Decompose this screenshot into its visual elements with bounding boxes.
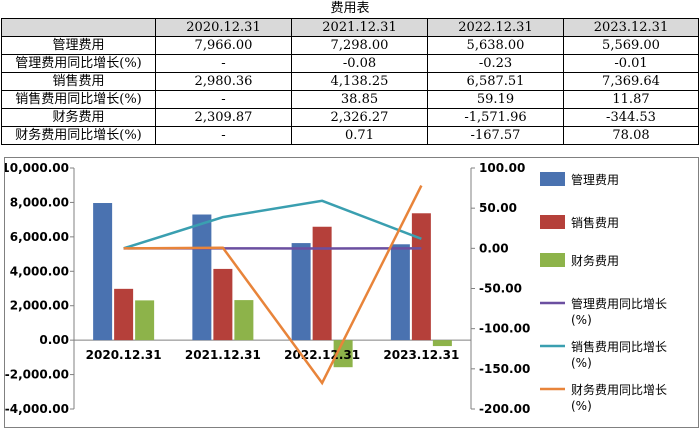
row-label: 财务费用 (1, 108, 156, 127)
legend-label-6: (%) (571, 399, 592, 413)
row-label: 销售费用 (1, 72, 156, 91)
x-axis-category-label: 2021.12.31 (185, 348, 261, 362)
legend-label-2: 销售费用 (571, 215, 619, 230)
left-axis-tick-label: 2,000.00 (10, 299, 69, 313)
legend-label-5: (%) (571, 356, 592, 370)
table-cell: 4,138.25 (291, 72, 428, 91)
bar-1-4 (390, 244, 410, 341)
header-cell (1, 18, 156, 37)
table-cell: - (155, 126, 292, 145)
table-row: 管理费用同比增长(%) - -0.08 -0.23 -0.01 (1, 54, 699, 73)
header-cell: 2023.12.31 (563, 18, 699, 37)
bar-3-4 (432, 340, 452, 347)
row-label: 财务费用同比增长(%) (1, 126, 156, 145)
x-axis-category-label: 2022.12.31 (284, 348, 360, 362)
table-row: 管理费用 7,966.00 7,298.00 5,638.00 5,569.00 (1, 36, 699, 55)
left-axis-tick-label: 8,000.00 (10, 195, 69, 209)
bar-1-1 (93, 203, 113, 341)
right-axis-tick-label: -100.00 (479, 322, 530, 336)
table-cell: 59.19 (427, 90, 564, 109)
bar-3-3 (333, 340, 353, 368)
legend-swatch-2 (540, 215, 565, 229)
right-axis-tick-label: -150.00 (479, 362, 530, 376)
table-cell: -0.23 (427, 54, 564, 73)
right-axis-tick-label: -200.00 (479, 402, 530, 416)
expense-chart: 10,000.00 8,000.00 6,000.00 4,000.00 2,000.0… (4, 157, 699, 428)
line-series-3 (123, 185, 423, 386)
right-axis-tick-label: 100.00 (479, 161, 525, 175)
header-cell: 2021.12.31 (291, 18, 428, 37)
table-cell: 6,587.51 (427, 72, 564, 91)
legend-label-4: 管理费用同比增长 (571, 296, 667, 311)
table-caption: 费用表 (330, 1, 370, 16)
table-cell: 2,309.87 (155, 108, 292, 127)
bar-3-2 (234, 300, 254, 341)
legend-label-4: (%) (571, 313, 592, 327)
legend-label-3: 财务费用 (571, 253, 619, 268)
table-cell: - (155, 90, 292, 109)
table-cell: 7,298.00 (291, 36, 428, 55)
row-label: 管理费用 (1, 36, 156, 55)
header-cell: 2020.12.31 (155, 18, 292, 37)
table-cell: 7,369.64 (563, 72, 699, 91)
right-axis-tick-label: -50.00 (479, 282, 522, 296)
table-cell: -0.08 (291, 54, 428, 73)
table-cell: -344.53 (563, 108, 699, 127)
line-series-2 (123, 199, 422, 250)
table-cell: 5,569.00 (563, 36, 699, 55)
legend-label-6: 财务费用同比增长 (571, 382, 667, 397)
table-cell: 11.87 (563, 90, 699, 109)
bar-2-3 (312, 226, 332, 341)
left-axis-tick-label: 0.00 (39, 333, 69, 347)
table-cell: -1,571.96 (427, 108, 564, 127)
bar-1-2 (192, 214, 212, 341)
table-cell: - (155, 54, 292, 73)
chart-canvas: 10,000.00 8,000.00 6,000.00 4,000.00 2,000.0… (5, 161, 667, 416)
table-cell: 5,638.00 (427, 36, 564, 55)
left-axis-tick-label: -4,000.00 (5, 402, 69, 416)
table-cell: 78.08 (563, 126, 699, 145)
table-row: 销售费用 2,980.36 4,138.25 6,587.51 7,369.64 (1, 72, 699, 91)
table-header-row: 2020.12.31 2021.12.31 2022.12.31 2023.12… (1, 18, 699, 37)
bar-3-1 (135, 300, 155, 341)
x-axis-category-label: 2023.12.31 (383, 348, 459, 362)
row-label: 销售费用同比增长(%) (1, 90, 156, 109)
table-cell: 2,326.27 (291, 108, 428, 127)
right-axis-tick-label: 0.00 (479, 241, 509, 255)
bar-2-1 (114, 288, 134, 341)
legend-swatch-1 (540, 172, 565, 186)
bar-2-4 (411, 213, 431, 341)
table-cell: 0.71 (291, 126, 428, 145)
table-cell: 7,966.00 (155, 36, 292, 55)
bar-1-3 (291, 243, 311, 341)
expense-table: 2020.12.31 2021.12.31 2022.12.31 2023.12… (1, 18, 699, 145)
bar-2-2 (213, 268, 233, 341)
table-cell: -167.57 (427, 126, 564, 145)
legend-label-5: 销售费用同比增长 (571, 339, 667, 354)
legend-swatch-3 (540, 253, 565, 267)
table-row: 财务费用同比增长(%) - 0.71 -167.57 78.08 (1, 126, 699, 145)
legend-label-1: 管理费用 (571, 172, 619, 187)
table-row: 财务费用 2,309.87 2,326.27 -1,571.96 -344.53 (1, 108, 699, 127)
table-cell: 2,980.36 (155, 72, 292, 91)
table-cell: 38.85 (291, 90, 428, 109)
x-axis-category-label: 2020.12.31 (86, 348, 162, 362)
left-axis-tick-label: 4,000.00 (10, 264, 69, 278)
row-label: 管理费用同比增长(%) (1, 54, 156, 73)
left-axis-tick-label: -2,000.00 (5, 368, 69, 382)
table-row: 销售费用同比增长(%) - 38.85 59.19 11.87 (1, 90, 699, 109)
header-cell: 2022.12.31 (427, 18, 564, 37)
left-axis-tick-label: 6,000.00 (10, 230, 69, 244)
table-cell: -0.01 (563, 54, 699, 73)
left-axis-tick-label: 10,000.00 (5, 161, 69, 175)
right-axis-tick-label: 50.00 (479, 201, 517, 215)
